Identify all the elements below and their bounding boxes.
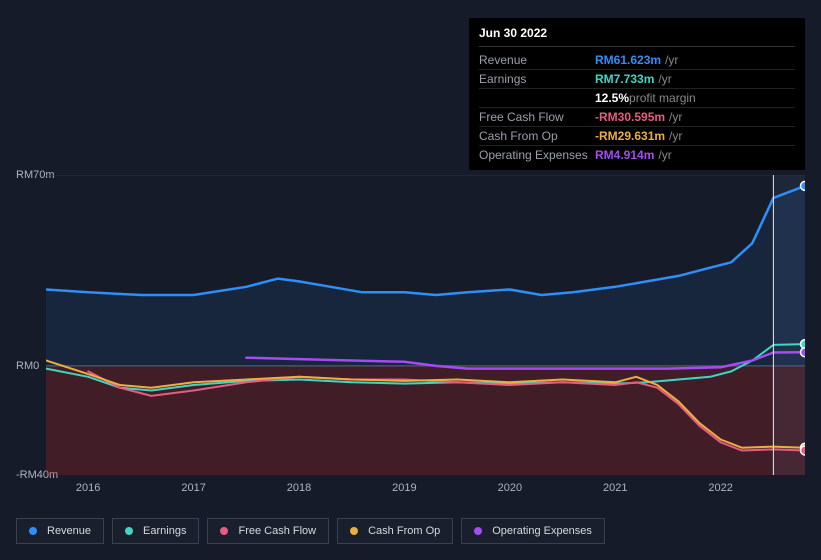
tooltip-unit: /yr (669, 110, 682, 124)
tooltip-subtext: profit margin (629, 91, 696, 105)
tooltip-unit: /yr (665, 53, 678, 67)
tooltip-value: -RM30.595m (595, 110, 665, 124)
legend-label: Operating Expenses (492, 525, 592, 537)
legend-dot-icon (350, 527, 358, 535)
series-end-dot (801, 181, 806, 190)
x-axis-tick: 2021 (603, 482, 627, 494)
tooltip-label: Cash From Op (479, 129, 595, 143)
tooltip-label: Free Cash Flow (479, 110, 595, 124)
financials-chart[interactable]: RM70mRM0-RM40m 2016201720182019202020212… (16, 160, 805, 500)
series-area (46, 186, 805, 366)
chart-tooltip: Jun 30 2022 RevenueRM61.623m/yrEarningsR… (469, 18, 805, 170)
tooltip-value: RM7.733m (595, 72, 654, 86)
x-axis-tick: 2018 (287, 482, 311, 494)
x-axis-tick: 2022 (708, 482, 732, 494)
chart-plot-area[interactable] (46, 175, 805, 475)
legend-item[interactable]: Operating Expenses (461, 518, 605, 544)
legend-item[interactable]: Free Cash Flow (207, 518, 329, 544)
legend-label: Cash From Op (368, 525, 440, 537)
tooltip-label: Earnings (479, 72, 595, 86)
x-axis-tick: 2016 (76, 482, 100, 494)
tooltip-date: Jun 30 2022 (479, 26, 795, 47)
legend-item[interactable]: Cash From Op (337, 518, 453, 544)
legend-label: Free Cash Flow (238, 525, 316, 537)
tooltip-unit: /yr (669, 129, 682, 143)
x-axis-tick: 2019 (392, 482, 416, 494)
tooltip-row: Cash From Op-RM29.631m/yr (479, 127, 795, 146)
tooltip-label: Revenue (479, 53, 595, 67)
x-axis-tick: 2020 (498, 482, 522, 494)
y-axis-tick: RM0 (16, 360, 39, 372)
legend-item[interactable]: Earnings (112, 518, 199, 544)
legend-label: Earnings (143, 525, 186, 537)
chart-legend: Revenue Earnings Free Cash Flow Cash From O… (16, 518, 605, 544)
tooltip-subrow: 12.5% profit margin (479, 89, 795, 108)
tooltip-row: RevenueRM61.623m/yr (479, 51, 795, 70)
tooltip-unit: /yr (658, 72, 671, 86)
tooltip-subvalue: 12.5% (595, 91, 629, 105)
legend-label: Revenue (47, 525, 91, 537)
series-end-dot (801, 348, 806, 357)
tooltip-row: Free Cash Flow-RM30.595m/yr (479, 108, 795, 127)
legend-item[interactable]: Revenue (16, 518, 104, 544)
legend-dot-icon (29, 527, 37, 535)
series-end-dot (801, 446, 806, 455)
tooltip-row: EarningsRM7.733m/yr (479, 70, 795, 89)
tooltip-value: -RM29.631m (595, 129, 665, 143)
legend-dot-icon (474, 527, 482, 535)
tooltip-value: RM61.623m (595, 53, 661, 67)
legend-dot-icon (125, 527, 133, 535)
legend-dot-icon (220, 527, 228, 535)
x-axis-tick: 2017 (181, 482, 205, 494)
